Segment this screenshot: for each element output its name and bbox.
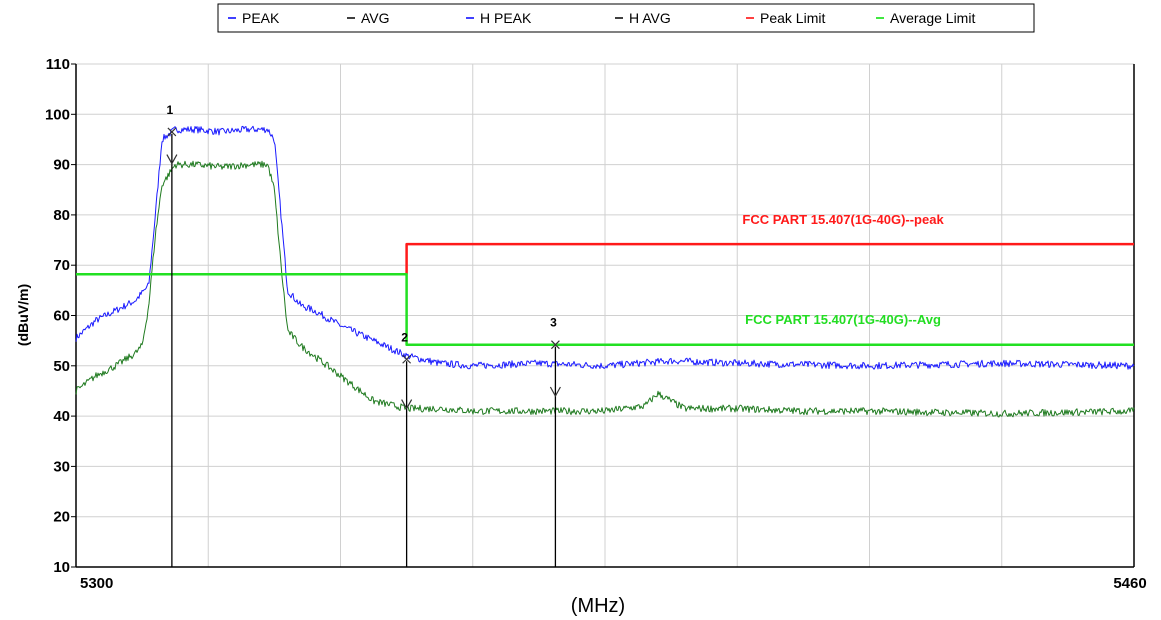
axis-ticks: 10 20 30 40 50 60 70 80 90 100 110 5300 5460 bbox=[45, 56, 1147, 592]
legend-label: Peak Limit bbox=[760, 10, 825, 26]
marker-label: 1 bbox=[167, 103, 174, 117]
marker-arrow bbox=[166, 154, 178, 165]
series-peak-limit bbox=[405, 242, 1134, 275]
legend-label: AVG bbox=[361, 10, 390, 26]
series-average-limit bbox=[76, 273, 1134, 346]
y-tick-label: 20 bbox=[53, 509, 70, 526]
x-axis-label: (MHz) bbox=[571, 595, 625, 617]
chart-legend: PEAK AVG H PEAK H AVG Peak Limit Average Limi… bbox=[217, 3, 1035, 33]
y-tick-label: 70 bbox=[53, 257, 70, 274]
x-tick-label: 5300 bbox=[80, 575, 113, 592]
chart-grid bbox=[76, 63, 1134, 568]
y-tick-label: 80 bbox=[53, 207, 70, 224]
y-tick-label: 50 bbox=[53, 358, 70, 375]
marker-arrow bbox=[401, 399, 413, 410]
legend-label: Average Limit bbox=[890, 10, 975, 26]
marker-layer: 1 2 3 bbox=[166, 103, 561, 567]
marker-cross bbox=[167, 127, 177, 137]
marker-cross bbox=[402, 354, 412, 364]
x-tick-label: 5460 bbox=[1113, 575, 1146, 592]
marker-label: 3 bbox=[550, 316, 557, 330]
y-tick-label: 40 bbox=[53, 408, 70, 425]
limit-annotation: FCC PART 15.407(1G-40G)--Avg bbox=[745, 312, 941, 327]
marker-arrow bbox=[549, 386, 561, 398]
y-tick-label: 60 bbox=[53, 308, 70, 325]
series-h-avg bbox=[75, 160, 1135, 418]
legend-label: PEAK bbox=[242, 10, 280, 26]
y-tick-label: 30 bbox=[53, 458, 70, 475]
marker-label: 2 bbox=[401, 330, 408, 344]
marker-cross bbox=[550, 340, 560, 350]
y-tick-label: 100 bbox=[45, 106, 70, 123]
y-tick-label: 90 bbox=[53, 157, 70, 174]
y-tick-label: 10 bbox=[53, 559, 70, 576]
annotation-layer: FCC PART 15.407(1G-40G)--peak FCC PART 15… bbox=[742, 212, 944, 327]
series-layer bbox=[75, 125, 1135, 418]
legend-label: H PEAK bbox=[480, 10, 532, 26]
y-axis-label: (dBuV/m) bbox=[15, 284, 31, 346]
series-h-peak bbox=[75, 125, 1135, 370]
y-tick-label: 110 bbox=[46, 56, 70, 73]
legend-label: H AVG bbox=[629, 10, 671, 26]
limit-annotation: FCC PART 15.407(1G-40G)--peak bbox=[742, 212, 944, 227]
